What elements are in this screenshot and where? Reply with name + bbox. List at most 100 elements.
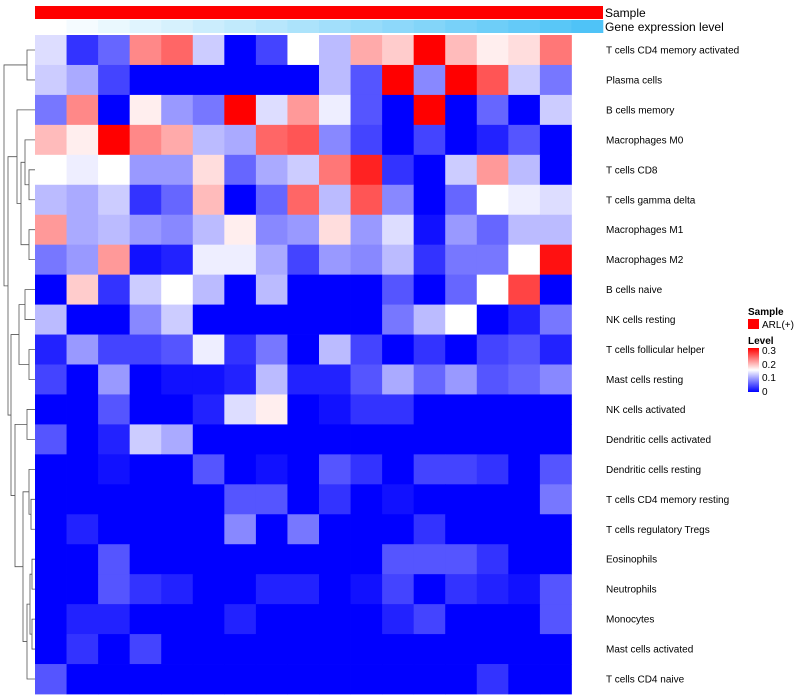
heatmap-cell — [192, 94, 225, 126]
heatmap-cell — [413, 544, 446, 575]
heatmap-cell — [66, 244, 99, 276]
heatmap-cell — [539, 574, 572, 605]
dendrogram-branch — [16, 109, 35, 204]
dendrogram-branch — [18, 304, 29, 365]
heatmap-cell — [350, 484, 383, 515]
heatmap-cell — [224, 424, 257, 455]
heatmap-cell — [192, 244, 225, 276]
annotation-cell-expression — [350, 20, 383, 33]
heatmap-cell — [508, 304, 541, 335]
heatmap-cell — [350, 334, 383, 365]
legend-tick-label: 0.1 — [762, 373, 776, 384]
heatmap-cell — [350, 154, 383, 186]
row-label: B cells memory — [606, 105, 674, 116]
heatmap-cell — [224, 334, 257, 365]
heatmap-cell — [413, 454, 446, 485]
row-label: T cells follicular helper — [606, 345, 705, 356]
heatmap-cell — [224, 304, 257, 335]
heatmap-cell — [382, 604, 415, 635]
heatmap-cell — [413, 634, 446, 665]
heatmap-cell — [66, 394, 99, 425]
heatmap-cell — [255, 154, 288, 186]
heatmap-cell — [224, 394, 257, 425]
heatmap-cell — [129, 544, 162, 575]
heatmap-cell — [476, 364, 509, 395]
heatmap-cell — [445, 334, 478, 365]
heatmap-cell — [129, 574, 162, 605]
heatmap-cell — [98, 664, 131, 695]
heatmap-cell — [224, 94, 257, 126]
heatmap-cell — [413, 304, 446, 335]
heatmap-cell — [319, 424, 351, 455]
heatmap-cell — [161, 184, 194, 216]
heatmap-cell — [508, 634, 541, 665]
heatmap-cell — [382, 394, 415, 425]
heatmap-cell — [413, 35, 446, 66]
dendrogram-branch — [26, 603, 35, 680]
heatmap-cell — [287, 364, 320, 395]
heatmap-cell — [35, 484, 67, 515]
legend: Sample ARL(+) Level 0.3 0.2 0.1 0 — [748, 307, 794, 398]
row-label: Dendritic cells activated — [606, 435, 711, 446]
heatmap-cell — [287, 544, 320, 575]
heatmap-cell — [287, 514, 320, 545]
heatmap-cell — [192, 154, 225, 186]
legend-tick-label: 0.2 — [762, 360, 776, 371]
heatmap-cell — [287, 214, 320, 246]
heatmap-cell — [35, 154, 67, 186]
heatmap-cell — [382, 94, 415, 126]
heatmap-cell — [98, 64, 131, 96]
heatmap-cell — [129, 634, 162, 665]
annotation-cell-expression — [319, 20, 351, 33]
heatmap-cell — [319, 634, 351, 665]
row-label: Neutrophils — [606, 585, 657, 596]
heatmap-cell — [66, 154, 99, 186]
heatmap-cell — [413, 64, 446, 96]
heatmap-cell — [413, 334, 446, 365]
row-label: Macrophages M1 — [606, 225, 684, 236]
heatmap-cell — [255, 634, 288, 665]
heatmap-cell — [161, 424, 194, 455]
heatmap-cell — [445, 634, 478, 665]
heatmap-cell — [192, 35, 225, 66]
heatmap-cell — [161, 64, 194, 96]
heatmap-cell — [161, 334, 194, 365]
heatmap-cell — [66, 574, 99, 605]
row-label: Macrophages M2 — [606, 255, 684, 266]
heatmap-cell — [350, 544, 383, 575]
heatmap-cell — [508, 94, 541, 126]
heatmap-cell — [35, 664, 67, 695]
annotation-cell-expression — [571, 20, 604, 33]
heatmap-cell — [445, 94, 478, 126]
heatmap-cell — [413, 484, 446, 515]
heatmap-cell — [382, 634, 415, 665]
heatmap-cell — [35, 94, 67, 126]
heatmap-cell — [287, 124, 320, 156]
heatmap-cell — [255, 604, 288, 635]
heatmap-cell — [350, 514, 383, 545]
heatmap-cell — [539, 244, 572, 276]
heatmap-cell — [255, 64, 288, 96]
heatmap-cell — [350, 64, 383, 96]
heatmap-cell — [508, 214, 541, 246]
heatmap-cell — [445, 604, 478, 635]
heatmap-cell — [129, 214, 162, 246]
heatmap-cell — [476, 604, 509, 635]
heatmap-cell — [382, 35, 415, 66]
heatmap-cell — [129, 484, 162, 515]
heatmap-cell — [382, 304, 415, 335]
heatmap-cell — [35, 454, 67, 485]
heatmap-cell — [224, 634, 257, 665]
heatmap-cell — [98, 274, 131, 305]
annotation-bar-sample — [35, 6, 603, 19]
heatmap-cell — [319, 64, 351, 96]
dendrogram-branch — [3, 64, 27, 287]
heatmap-cell — [287, 454, 320, 485]
heatmap-cell — [224, 35, 257, 66]
heatmap-cell — [66, 214, 99, 246]
heatmap-cell — [192, 304, 225, 335]
heatmap-cell — [224, 544, 257, 575]
heatmap-cell — [35, 604, 67, 635]
heatmap-cell — [66, 184, 99, 216]
heatmap-cell — [224, 454, 257, 485]
